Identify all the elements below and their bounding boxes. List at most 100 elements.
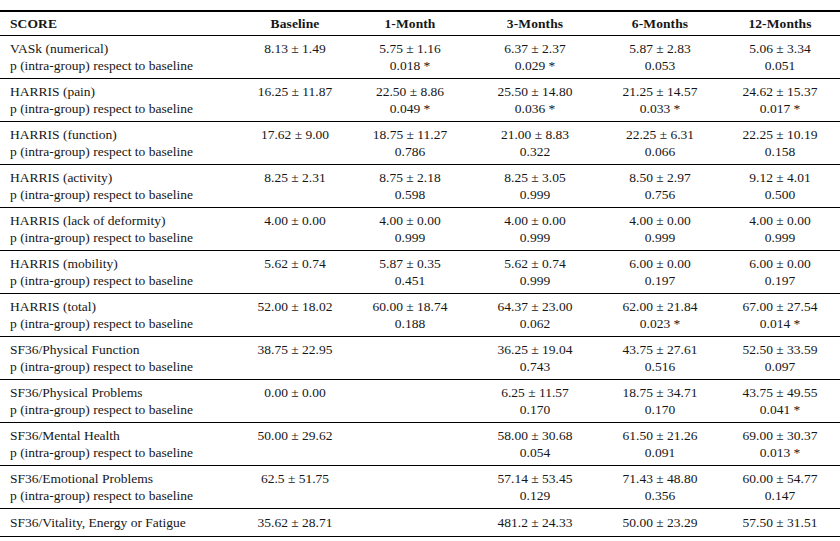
p-row-label: p (intra-group) respect to baseline	[0, 315, 240, 337]
value-baseline: 50.00 ± 29.62	[240, 423, 350, 445]
p-value-1-month: 0.018 *	[350, 57, 470, 79]
value-6-months: 21.25 ± 14.57	[600, 79, 720, 101]
score-label: HARRIS (mobility)	[0, 251, 240, 273]
value-1-month	[350, 380, 470, 402]
value-baseline: 62.5 ± 51.75	[240, 466, 350, 488]
value-3-months: 481.2 ± 24.33	[470, 509, 600, 537]
p-value-row: p (intra-group) respect to baseline 0.18…	[0, 315, 840, 337]
p-value-3-months: 0.029 *	[470, 57, 600, 79]
score-label: HARRIS (pain)	[0, 79, 240, 101]
value-baseline: 5.62 ± 0.74	[240, 251, 350, 273]
value-baseline: 52.00 ± 18.02	[240, 294, 350, 316]
value-6-months: 61.50 ± 21.26	[600, 423, 720, 445]
value-1-month: 18.75 ± 11.27	[350, 122, 470, 144]
value-12-months: 60.00 ± 54.77	[720, 466, 840, 488]
table-row: SF36/Mental Health 50.00 ± 29.62 58.00 ±…	[0, 423, 840, 445]
p-value-1-month: 0.451	[350, 272, 470, 294]
score-label: HARRIS (lack of deformity)	[0, 208, 240, 230]
table-row: HARRIS (mobility) 5.62 ± 0.74 5.87 ± 0.3…	[0, 251, 840, 273]
p-row-label: p (intra-group) respect to baseline	[0, 186, 240, 208]
value-1-month: 5.75 ± 1.16	[350, 36, 470, 58]
score-label: HARRIS (activity)	[0, 165, 240, 187]
value-6-months: 22.25 ± 6.31	[600, 122, 720, 144]
score-label: SF36/Physical Function	[0, 337, 240, 359]
paper-page: SCORE Baseline 1-Month 3-Months 6-Months…	[0, 0, 840, 537]
score-label: SF36/Physical Problems	[0, 380, 240, 402]
value-6-months: 18.75 ± 34.71	[600, 380, 720, 402]
p-value-6-months: 0.170	[600, 401, 720, 423]
value-12-months: 6.00 ± 0.00	[720, 251, 840, 273]
value-baseline: 0.00 ± 0.00	[240, 380, 350, 402]
table-row: SF36/Vitality, Energy or Fatigue 35.62 ±…	[0, 509, 840, 537]
p-value-baseline	[240, 487, 350, 509]
value-1-month: 8.75 ± 2.18	[350, 165, 470, 187]
p-value-6-months: 0.033 *	[600, 100, 720, 122]
p-row-label: p (intra-group) respect to baseline	[0, 57, 240, 79]
p-value-6-months: 0.999	[600, 229, 720, 251]
value-3-months: 8.25 ± 3.05	[470, 165, 600, 187]
p-value-12-months: 0.097	[720, 358, 840, 380]
p-value-row: p (intra-group) respect to baseline 0.45…	[0, 272, 840, 294]
p-value-12-months: 0.147	[720, 487, 840, 509]
column-header-1-month: 1-Month	[350, 11, 470, 36]
score-label: HARRIS (total)	[0, 294, 240, 316]
p-value-row: p (intra-group) respect to baseline 0.01…	[0, 57, 840, 79]
value-12-months: 57.50 ± 31.51	[720, 509, 840, 537]
value-6-months: 8.50 ± 2.97	[600, 165, 720, 187]
column-header-6-months: 6-Months	[600, 11, 720, 36]
value-baseline: 16.25 ± 11.87	[240, 79, 350, 101]
value-3-months: 6.25 ± 11.57	[470, 380, 600, 402]
value-3-months: 5.62 ± 0.74	[470, 251, 600, 273]
p-value-1-month	[350, 358, 470, 380]
value-baseline: 38.75 ± 22.95	[240, 337, 350, 359]
p-value-baseline	[240, 444, 350, 466]
value-3-months: 25.50 ± 14.80	[470, 79, 600, 101]
p-value-baseline	[240, 229, 350, 251]
p-value-12-months: 0.013 *	[720, 444, 840, 466]
p-value-1-month	[350, 444, 470, 466]
value-baseline: 8.13 ± 1.49	[240, 36, 350, 58]
table-row: HARRIS (lack of deformity) 4.00 ± 0.00 4…	[0, 208, 840, 230]
value-1-month: 4.00 ± 0.00	[350, 208, 470, 230]
value-3-months: 57.14 ± 53.45	[470, 466, 600, 488]
value-3-months: 6.37 ± 2.37	[470, 36, 600, 58]
value-3-months: 4.00 ± 0.00	[470, 208, 600, 230]
table-row: SF36/Emotional Problems 62.5 ± 51.75 57.…	[0, 466, 840, 488]
table-row: HARRIS (function) 17.62 ± 9.00 18.75 ± 1…	[0, 122, 840, 144]
score-label: VASk (numerical)	[0, 36, 240, 58]
header-row: SCORE Baseline 1-Month 3-Months 6-Months…	[0, 11, 840, 36]
p-value-12-months: 0.999	[720, 229, 840, 251]
value-baseline: 17.62 ± 9.00	[240, 122, 350, 144]
value-1-month	[350, 337, 470, 359]
p-value-3-months: 0.999	[470, 272, 600, 294]
p-value-baseline	[240, 401, 350, 423]
p-value-3-months: 0.999	[470, 186, 600, 208]
value-6-months: 6.00 ± 0.00	[600, 251, 720, 273]
value-12-months: 9.12 ± 4.01	[720, 165, 840, 187]
p-value-1-month: 0.999	[350, 229, 470, 251]
p-row-label: p (intra-group) respect to baseline	[0, 100, 240, 122]
p-value-6-months: 0.023 *	[600, 315, 720, 337]
p-value-3-months: 0.999	[470, 229, 600, 251]
p-value-6-months: 0.053	[600, 57, 720, 79]
p-value-1-month	[350, 401, 470, 423]
table-row: HARRIS (pain) 16.25 ± 11.87 22.50 ± 8.86…	[0, 79, 840, 101]
p-row-label: p (intra-group) respect to baseline	[0, 487, 240, 509]
p-value-baseline	[240, 100, 350, 122]
p-row-label: p (intra-group) respect to baseline	[0, 358, 240, 380]
value-3-months: 64.37 ± 23.00	[470, 294, 600, 316]
value-12-months: 5.06 ± 3.34	[720, 36, 840, 58]
value-6-months: 43.75 ± 27.61	[600, 337, 720, 359]
value-6-months: 4.00 ± 0.00	[600, 208, 720, 230]
p-value-6-months: 0.356	[600, 487, 720, 509]
p-value-6-months: 0.516	[600, 358, 720, 380]
value-12-months: 52.50 ± 33.59	[720, 337, 840, 359]
p-value-12-months: 0.014 *	[720, 315, 840, 337]
p-value-12-months: 0.041 *	[720, 401, 840, 423]
table-body: VASk (numerical) 8.13 ± 1.49 5.75 ± 1.16…	[0, 36, 840, 537]
p-value-1-month: 0.049 *	[350, 100, 470, 122]
p-value-1-month: 0.188	[350, 315, 470, 337]
p-value-3-months: 0.036 *	[470, 100, 600, 122]
p-value-row: p (intra-group) respect to baseline 0.12…	[0, 487, 840, 509]
p-value-3-months: 0.062	[470, 315, 600, 337]
